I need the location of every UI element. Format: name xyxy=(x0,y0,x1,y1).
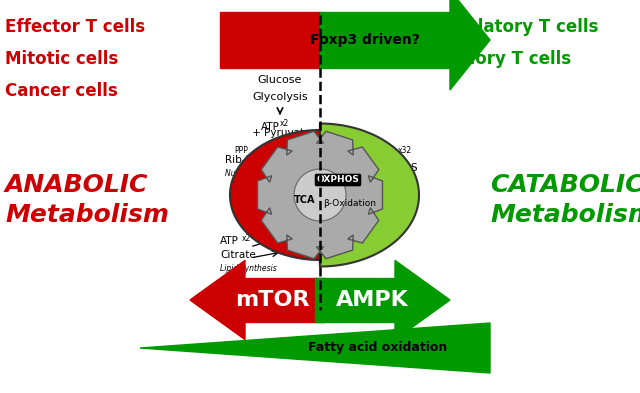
Bar xyxy=(315,278,395,322)
Polygon shape xyxy=(450,0,490,90)
Text: OXPHOS: OXPHOS xyxy=(317,176,360,184)
Text: Nucleotide synthesis: Nucleotide synthesis xyxy=(225,169,305,178)
Text: Citrate: Citrate xyxy=(220,250,256,260)
Text: Foxp3 driven?: Foxp3 driven? xyxy=(310,33,420,47)
Polygon shape xyxy=(230,130,320,260)
Text: CATABOLIC: CATABOLIC xyxy=(490,173,640,197)
Text: x2: x2 xyxy=(280,119,289,128)
Polygon shape xyxy=(257,131,383,259)
Text: Mitotic cells: Mitotic cells xyxy=(5,50,118,68)
Text: x32: x32 xyxy=(398,146,412,155)
Circle shape xyxy=(294,169,346,221)
Bar xyxy=(320,12,450,68)
Text: β-Oxidation: β-Oxidation xyxy=(323,198,376,208)
Text: mTOR: mTOR xyxy=(236,290,310,310)
Text: Regulatory T cells: Regulatory T cells xyxy=(430,18,598,36)
Bar xyxy=(245,278,325,322)
Text: Metabolism: Metabolism xyxy=(490,203,640,227)
Text: AMPK: AMPK xyxy=(336,290,409,310)
Text: PPP: PPP xyxy=(234,146,248,155)
Text: ATP: ATP xyxy=(375,148,394,158)
Text: Effector T cells: Effector T cells xyxy=(5,18,145,36)
Text: + Pyruvate: + Pyruvate xyxy=(249,128,311,138)
Text: x2: x2 xyxy=(242,234,252,243)
Text: Memory T cells: Memory T cells xyxy=(430,50,571,68)
Text: Glucose: Glucose xyxy=(258,75,302,85)
Text: TCA: TCA xyxy=(294,195,316,205)
Text: Fatty acid oxidation: Fatty acid oxidation xyxy=(308,342,447,354)
Text: ANABOLIC: ANABOLIC xyxy=(5,173,148,197)
Text: Glycolysis: Glycolysis xyxy=(252,92,308,102)
Text: Rib-5-P: Rib-5-P xyxy=(225,155,262,165)
Text: Lipid synthesis: Lipid synthesis xyxy=(220,264,276,273)
Text: ATP: ATP xyxy=(220,236,239,246)
Text: ATP: ATP xyxy=(261,122,280,132)
Bar xyxy=(220,12,320,68)
Text: Cancer cells: Cancer cells xyxy=(5,82,118,100)
Polygon shape xyxy=(320,123,419,266)
Polygon shape xyxy=(140,323,490,373)
Text: Metabolism: Metabolism xyxy=(5,203,169,227)
Text: LIPIDS: LIPIDS xyxy=(385,163,418,173)
Polygon shape xyxy=(190,261,245,340)
Polygon shape xyxy=(395,261,450,340)
